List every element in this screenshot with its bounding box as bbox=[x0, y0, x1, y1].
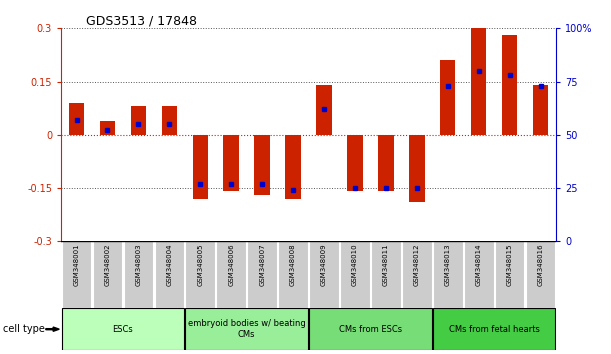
FancyBboxPatch shape bbox=[93, 241, 122, 308]
FancyBboxPatch shape bbox=[155, 241, 184, 308]
Text: GSM348005: GSM348005 bbox=[197, 243, 203, 286]
FancyBboxPatch shape bbox=[525, 241, 555, 308]
Bar bbox=[378, 135, 393, 192]
Bar bbox=[224, 135, 239, 192]
Bar bbox=[131, 106, 146, 135]
Text: GSM348014: GSM348014 bbox=[476, 243, 481, 286]
Bar bbox=[254, 135, 270, 195]
Text: CMs from ESCs: CMs from ESCs bbox=[339, 325, 402, 334]
Text: CMs from fetal hearts: CMs from fetal hearts bbox=[448, 325, 540, 334]
FancyBboxPatch shape bbox=[247, 241, 277, 308]
Text: GSM348011: GSM348011 bbox=[383, 243, 389, 286]
Text: cell type: cell type bbox=[3, 324, 45, 334]
FancyBboxPatch shape bbox=[186, 241, 215, 308]
Text: GSM348016: GSM348016 bbox=[538, 243, 544, 286]
FancyBboxPatch shape bbox=[495, 241, 524, 308]
Text: GSM348015: GSM348015 bbox=[507, 243, 513, 286]
Bar bbox=[409, 135, 425, 202]
Bar bbox=[192, 135, 208, 199]
FancyBboxPatch shape bbox=[464, 241, 494, 308]
Text: GSM348007: GSM348007 bbox=[259, 243, 265, 286]
FancyBboxPatch shape bbox=[309, 241, 339, 308]
Bar bbox=[440, 60, 455, 135]
FancyBboxPatch shape bbox=[216, 241, 246, 308]
Bar bbox=[162, 106, 177, 135]
FancyBboxPatch shape bbox=[371, 241, 401, 308]
Bar bbox=[285, 135, 301, 199]
FancyBboxPatch shape bbox=[340, 241, 370, 308]
Text: GSM348004: GSM348004 bbox=[166, 243, 172, 286]
Text: ESCs: ESCs bbox=[112, 325, 133, 334]
Text: embryoid bodies w/ beating
CMs: embryoid bodies w/ beating CMs bbox=[188, 320, 306, 339]
FancyBboxPatch shape bbox=[62, 241, 92, 308]
FancyBboxPatch shape bbox=[433, 308, 555, 350]
Text: GSM348008: GSM348008 bbox=[290, 243, 296, 286]
Text: GSM348003: GSM348003 bbox=[136, 243, 141, 286]
Bar bbox=[100, 120, 115, 135]
Text: GSM348001: GSM348001 bbox=[73, 243, 79, 286]
FancyBboxPatch shape bbox=[278, 241, 308, 308]
Bar bbox=[471, 28, 486, 135]
Text: GSM348010: GSM348010 bbox=[352, 243, 358, 286]
FancyBboxPatch shape bbox=[309, 308, 431, 350]
FancyBboxPatch shape bbox=[433, 241, 463, 308]
Text: GSM348013: GSM348013 bbox=[445, 243, 451, 286]
Text: GSM348006: GSM348006 bbox=[229, 243, 234, 286]
Bar bbox=[533, 85, 548, 135]
Text: GSM348009: GSM348009 bbox=[321, 243, 327, 286]
Text: GDS3513 / 17848: GDS3513 / 17848 bbox=[86, 14, 197, 27]
Text: GSM348012: GSM348012 bbox=[414, 243, 420, 286]
FancyBboxPatch shape bbox=[62, 308, 184, 350]
Bar bbox=[316, 85, 332, 135]
Bar bbox=[69, 103, 84, 135]
Text: GSM348002: GSM348002 bbox=[104, 243, 111, 286]
Bar bbox=[347, 135, 363, 192]
FancyBboxPatch shape bbox=[402, 241, 431, 308]
FancyBboxPatch shape bbox=[186, 308, 308, 350]
FancyBboxPatch shape bbox=[123, 241, 153, 308]
Bar bbox=[502, 35, 518, 135]
